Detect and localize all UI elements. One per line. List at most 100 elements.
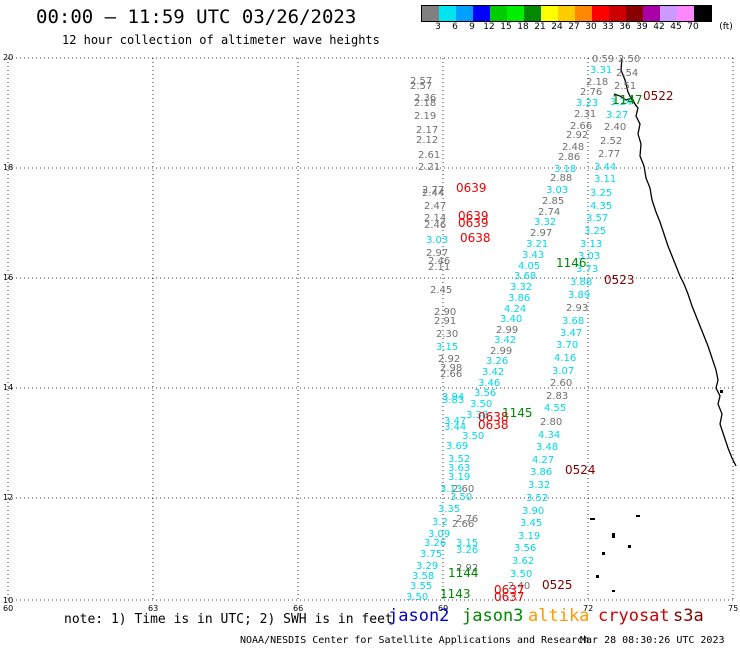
wave-height-label: 3.07 [552,366,574,377]
timestamp-text: Mar 28 08:30:26 UTC 2023 [580,635,725,646]
wave-height-label: 3.57 [586,213,608,224]
wave-height-label: 3.45 [520,518,542,529]
wave-height-label: 3.15 [436,342,458,353]
wave-height-label: 3.44 [444,422,466,433]
wave-height-label: 2.40 [508,581,530,592]
wave-height-label: 2.48 [562,142,584,153]
color-swatch [422,6,439,21]
wave-height-label: 3.86 [530,467,552,478]
wave-height-label: 2.30 [436,329,458,340]
wave-height-label: 2.92 [438,354,460,365]
lat-tick-label: 10 [3,596,13,605]
wave-height-label: 3.88 [570,277,592,288]
color-swatch [660,6,677,21]
wave-height-label: 3.68 [562,316,584,327]
wave-height-label: 3.15 [456,538,478,549]
wave-height-label: 3.42 [494,335,516,346]
wave-height-label: 4.24 [504,304,526,315]
color-swatch [456,6,473,21]
pass-time-label: 0639 [456,181,487,195]
legend-entry-cryosat: cryosat [598,606,670,626]
color-swatch [558,6,575,21]
wave-height-label: 2.83 [546,391,568,402]
page-title: 00:00 – 11:59 UTC 03/26/2023 [36,6,357,28]
wave-height-label: 2.92 [456,563,478,574]
wave-height-label: 3.21 [526,239,548,250]
wave-height-label: 2.50 [618,54,640,65]
color-scale-tick: 30 [585,22,597,32]
wave-height-label: 3.47 [560,328,582,339]
color-scale-tick: 36 [619,22,631,32]
wave-height-label: 3.24 [610,97,632,108]
wave-height-label: 3.46 [478,378,500,389]
color-swatch [643,6,660,21]
wave-height-label: 2.66 [570,121,592,132]
pass-time-label: 0523 [604,273,635,287]
pass-time-label: 0639 [458,209,489,223]
wave-height-label: 4.16 [554,353,576,364]
wave-height-label: 3.42 [482,367,504,378]
wave-height-label: 4.34 [538,430,560,441]
pass-time-label: 0638 [478,410,509,424]
lon-tick-label: 75 [728,604,738,613]
wave-height-label: 3.38 [466,410,488,421]
wave-height-label: 2.60 [452,484,474,495]
wave-height-label: 3.90 [522,506,544,517]
wave-height-label: 3.68 [514,271,536,282]
wave-height-label: 3.69 [446,441,468,452]
wave-height-label: 2.92 [566,130,588,141]
pass-time-label: 0639 [458,216,489,230]
wave-height-label: 3.27 [606,110,628,121]
wave-height-label: 3.47 [444,416,466,427]
wave-height-label: 2.18 [414,98,436,109]
wave-height-label: 3.13 [580,239,602,250]
wave-height-label: 3.32 [528,480,550,491]
wave-height-label: 2.11 [428,262,450,273]
color-scale-tick: 15 [500,22,512,32]
wave-height-label: 3.55 [410,581,432,592]
pass-time-label: 1144 [448,566,479,580]
wave-height-label: 2.77 [422,185,444,196]
wave-height-label: 3.86 [508,293,530,304]
pass-time-label: 0638 [478,418,509,432]
color-swatch [677,6,694,21]
color-scale-tick: 42 [653,22,665,32]
wave-height-label: 3.03 [546,185,568,196]
wave-height-label: 2.36 [414,93,436,104]
color-scale-tick: 21 [534,22,546,32]
wave-height-label: 2.54 [616,68,638,79]
pass-time-label: 0637 [494,583,525,597]
wave-height-label: 2.52 [600,136,622,147]
wave-height-label: 3.31 [590,65,612,76]
lon-tick-label: 60 [3,604,13,613]
wave-height-label: 2.76 [580,87,602,98]
wave-height-label: 2.40 [604,122,626,133]
lat-tick-label: 18 [3,163,13,172]
wave-height-label: 3.70 [556,340,578,351]
wave-height-label: 2.19 [414,111,436,122]
wave-height-label: 2.51 [614,81,636,92]
color-swatch [694,6,711,21]
wave-height-label: 3.40 [500,314,522,325]
color-scale-tick: 18 [517,22,529,32]
wave-height-label: 3.32 [510,282,532,293]
wave-height-label: 2.90 [434,307,456,318]
wave-height-label: 2.46 [428,256,450,267]
wave-height-label: 3.50 [470,399,492,410]
wave-height-label: 3.03 [426,235,448,246]
wave-height-label: 2.85 [542,196,564,207]
wave-height-label: 3.13 [440,484,462,495]
wave-height-label: 3.43 [522,250,544,261]
color-swatch [592,6,609,21]
color-scale-unit: (ft) [719,22,733,32]
wave-height-label: 4.55 [544,403,566,414]
credit-text: NOAA/NESDIS Center for Satellite Applica… [240,635,590,646]
lon-tick-label: 63 [148,604,158,613]
lat-tick-label: 14 [3,383,13,392]
wave-height-label: 3.50 [462,431,484,442]
wave-height-label: 4.27 [532,455,554,466]
wave-height-label: 2.31 [574,109,596,120]
wave-height-label: 3.25 [590,188,612,199]
wave-height-labels: 2.572.572.362.182.192.172.122.612.212.77… [406,54,640,603]
